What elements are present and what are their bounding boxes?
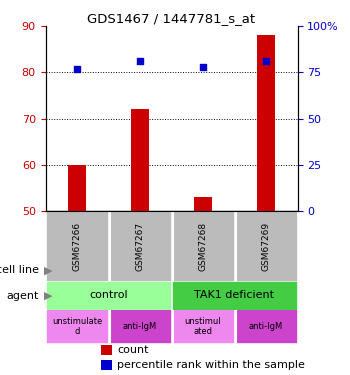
Bar [131,110,149,211]
Text: anti-IgM: anti-IgM [123,322,157,331]
Point [200,64,206,70]
Text: anti-IgM: anti-IgM [249,322,283,331]
Point [137,58,143,64]
Text: unstimulate
d: unstimulate d [52,316,102,336]
Title: GDS1467 / 1447781_s_at: GDS1467 / 1447781_s_at [88,12,256,25]
Point [74,66,80,72]
Text: GSM67267: GSM67267 [135,221,145,270]
Bar [257,36,275,211]
Text: ▶: ▶ [44,291,52,301]
Bar [194,197,212,211]
Text: GSM67268: GSM67268 [198,221,208,270]
Text: agent: agent [6,291,38,301]
Bar [101,360,112,370]
Point [263,58,269,64]
Text: unstimul
ated: unstimul ated [185,316,221,336]
Text: ▶: ▶ [44,265,52,275]
Text: control: control [89,291,128,300]
Text: cell line: cell line [0,265,38,275]
Text: GSM67269: GSM67269 [261,221,271,270]
Bar [68,165,86,211]
Text: TAK1 deficient: TAK1 deficient [195,291,274,300]
Text: percentile rank within the sample: percentile rank within the sample [117,360,305,370]
Text: GSM67266: GSM67266 [72,221,82,270]
Bar [101,345,112,355]
Text: count: count [117,345,149,355]
